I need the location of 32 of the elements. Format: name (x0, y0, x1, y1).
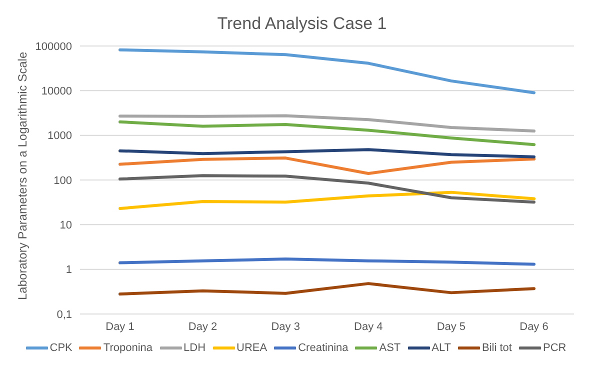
line-series (118, 156, 536, 175)
y-axis-title: Laboratory Parameters on a Logarithmic Scale (15, 52, 30, 300)
line-series (118, 148, 536, 158)
x-tick-label: Day 2 (188, 320, 218, 333)
legend-label: Troponina (102, 342, 153, 354)
legend-label: ALT (430, 342, 452, 354)
y-tick-label: 100 (54, 174, 72, 187)
line-series (118, 282, 536, 296)
legend-label: UREA (236, 342, 268, 354)
y-tick-label: 10000 (41, 86, 72, 98)
y-tick-label: 0,1 (56, 308, 72, 321)
x-tick-label: Day 5 (436, 320, 466, 333)
line-series (118, 190, 536, 210)
y-tick-label: 10 (60, 220, 72, 232)
legend-label: LDH (182, 342, 206, 354)
legend-label: AST (378, 342, 401, 354)
legend-label: PCR (542, 342, 566, 354)
y-tick-label: 1 (66, 264, 72, 276)
legend-label: CPK (48, 342, 72, 354)
y-tick-label: 1000 (48, 130, 72, 142)
x-tick-label: Day 3 (271, 320, 300, 333)
line-series (118, 174, 536, 204)
x-tick-label: Day 4 (354, 320, 383, 333)
line-series (118, 120, 536, 146)
legend-label: Bili tot (481, 342, 512, 354)
chart-title: Trend Analysis Case 1 (216, 13, 388, 35)
x-tick-label: Day 6 (520, 320, 548, 333)
line-series (118, 48, 536, 94)
legend-label: Creatinina (297, 342, 348, 354)
line-series (118, 114, 536, 133)
x-tick-label: Day 1 (106, 320, 134, 333)
y-tick-label: 100000 (35, 40, 72, 53)
